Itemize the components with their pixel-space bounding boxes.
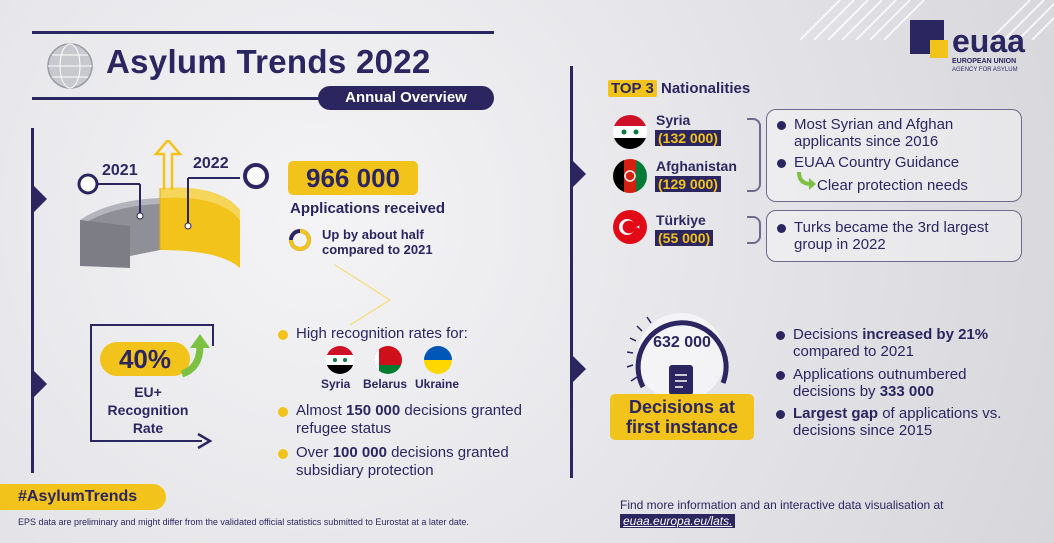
nationality-turkiye-name: Türkiye (656, 212, 706, 228)
logo-accent (930, 40, 948, 58)
page-title: Asylum Trends 2022 (106, 43, 431, 80)
decisions-point-2: Applications outnumbered decisions by 33… (776, 366, 1026, 400)
logo-line-1: EUROPEAN UNION (952, 58, 1017, 65)
pointer-nationalities (572, 160, 586, 188)
nationality-afghanistan-name: Afghanistan (656, 158, 737, 174)
flag-syria-icon (326, 346, 354, 374)
refugee-status-row: Almost 150 000 decisions granted refugee… (278, 402, 538, 438)
subsidiary-protection-row: Over 100 000 decisions granted subsidiar… (278, 444, 548, 480)
recognition-frame-right (212, 324, 214, 346)
flag-ukraine-icon (424, 346, 452, 374)
bracket-turkiye (747, 216, 761, 244)
bullet-dot (278, 330, 288, 340)
center-timeline (570, 66, 573, 478)
nationality-turkiye-value: (55 000) (655, 230, 714, 246)
nationality-afghanistan-value: (129 000) (655, 176, 721, 192)
website-link[interactable]: euaa.europa.eu/lats. (620, 514, 736, 528)
more-info-text: Find more information and an interactive… (620, 498, 944, 512)
applications-change: Up by about half compared to 2021 (322, 227, 433, 257)
flag-afghanistan-icon (613, 159, 647, 193)
decisions-gauge-visual (626, 313, 729, 401)
growth-arrow-icon (180, 334, 210, 378)
nationality-syria-name: Syria (656, 112, 691, 128)
recognition-frame-top (90, 324, 214, 326)
box2-point-1: Turks became the 3rd largest group in 20… (777, 219, 1013, 253)
recognition-frame-bottom (90, 440, 202, 442)
flag-turkiye-icon (613, 210, 647, 244)
bracket-syria-afghanistan (747, 118, 761, 192)
pointer-recognition (33, 370, 47, 398)
decorative-stripes (800, 0, 1054, 40)
left-timeline (31, 128, 34, 473)
bullet-dot (777, 121, 786, 130)
nationality-syria-value: (132 000) (655, 130, 721, 146)
box1-point-2: EUAA Country Guidance (777, 154, 959, 171)
nationalities-box-1: Most Syrian and Afghan applicants since … (766, 109, 1022, 202)
hashtag-badge[interactable]: #AsylumTrends (0, 484, 166, 510)
high-rates-heading-row: High recognition rates for: (278, 325, 468, 342)
bullet-dot (776, 331, 785, 340)
logo-wordmark: euaa (952, 23, 1025, 59)
nationalities-heading: TOP 3 Nationalities (608, 80, 750, 97)
logo-line-2: AGENCY FOR ASYLUM (952, 67, 1018, 73)
bullet-dot (777, 224, 786, 233)
globe-icon (47, 43, 93, 89)
flag-belarus-icon (374, 346, 402, 374)
applications-label: Applications received (290, 200, 446, 217)
pointer-applications (33, 185, 47, 213)
bullet-dot (777, 159, 786, 168)
subtitle-badge: Annual Overview (318, 86, 494, 110)
recognition-label: EU+ Recognition Rate (107, 384, 189, 436)
half-circle-icon (289, 229, 311, 251)
subsidiary-protection-text: Over 100 000 decisions granted subsidiar… (296, 444, 509, 479)
bullet-dot (776, 371, 785, 380)
bullet-dot (776, 410, 785, 419)
country-syria: Syria (321, 377, 351, 391)
applications-total: 966 000 (288, 161, 418, 195)
year-from-label: 2021 (102, 162, 138, 179)
recognition-rate: 40% (100, 342, 190, 376)
header-bottom-rule (32, 97, 322, 100)
bullet-dot (278, 449, 288, 459)
box1-point-1: Most Syrian and Afghan applicants since … (777, 116, 1013, 150)
header-top-rule (32, 31, 494, 34)
box1-point-3: Clear protection needs (817, 177, 968, 194)
recognition-frame-left (90, 324, 92, 442)
disclaimer-text: EPS data are preliminary and might diffe… (18, 517, 469, 527)
arrow-right-icon (197, 432, 213, 450)
decisions-point-3: Largest gap of applications vs. decision… (776, 405, 1026, 439)
decisions-label: Decisions at first instance (610, 394, 754, 440)
country-belarus: Belarus (363, 377, 408, 391)
country-ukraine: Ukraine (415, 377, 460, 391)
decorative-connector (334, 264, 392, 326)
high-rates-heading: High recognition rates for: (296, 325, 468, 342)
flag-syria-large-icon (613, 115, 647, 149)
decisions-point-1: Decisions increased by 21% compared to 2… (776, 326, 1026, 360)
year-to-label: 2022 (193, 155, 229, 172)
decisions-total: 632 000 (653, 334, 711, 351)
applications-pie-visual (77, 140, 269, 268)
nationalities-box-2: Turks became the 3rd largest group in 20… (766, 210, 1022, 262)
bullet-dot (278, 407, 288, 417)
curved-arrow-icon (797, 171, 816, 190)
pointer-decisions (572, 355, 586, 383)
euaa-logo: euaa EUROPEAN UNION AGENCY FOR ASYLUM (908, 16, 1028, 80)
refugee-status-text: Almost 150 000 decisions granted refugee… (296, 402, 522, 437)
